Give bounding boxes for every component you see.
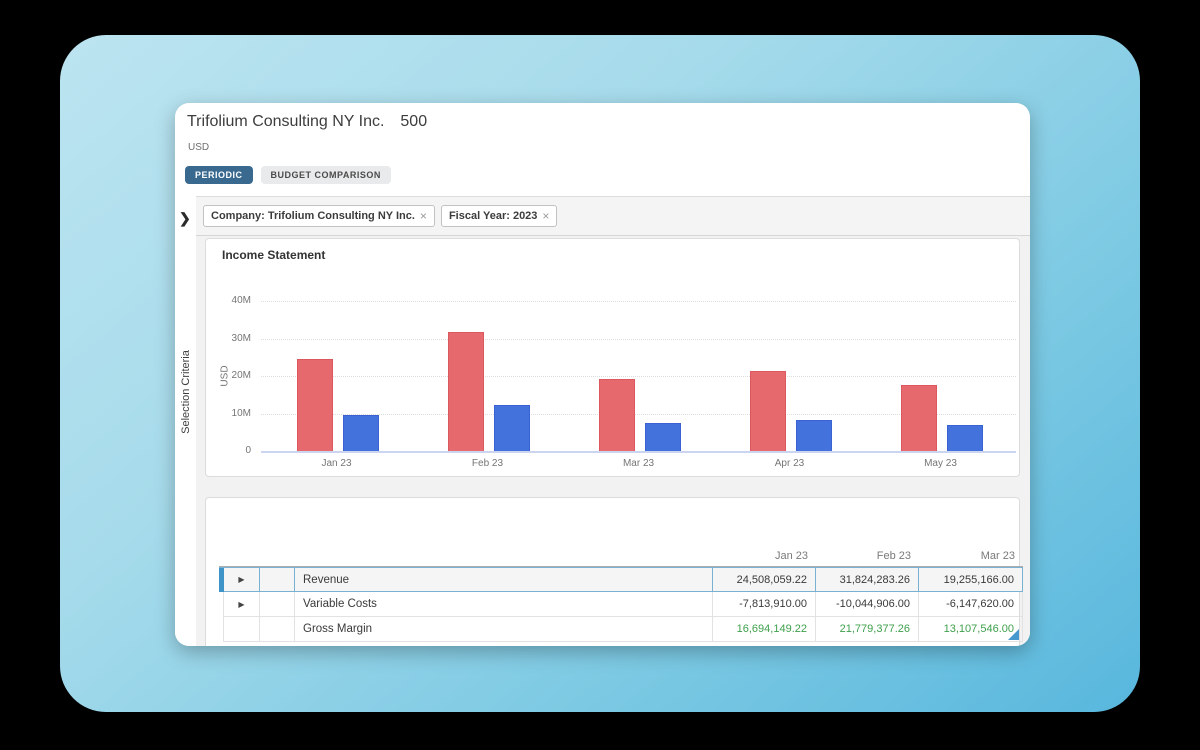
value-cell-jan-23: 16,694,149.22 [713, 617, 816, 642]
selection-criteria-sidebar: ❯ Selection Criteria [175, 196, 197, 646]
expand-row-button[interactable]: ▶ [224, 567, 260, 592]
x-axis-tick: Apr 23 [774, 458, 805, 469]
company-title: Trifolium Consulting NY Inc. [187, 113, 385, 130]
y-axis-tick: 40M [231, 295, 251, 306]
income-statement-table: Jan 23 Feb 23 Mar 23 ▶ Revenue 24,508,059.22… [219, 540, 1023, 642]
currency-label: USD [188, 142, 210, 153]
row-accent [219, 617, 224, 642]
row-accent [219, 592, 224, 617]
value-cell-mar-23: -6,147,620.00 [919, 592, 1023, 617]
remove-filter-icon[interactable]: × [542, 209, 550, 223]
value-cell-jan-23: -7,813,910.00 [713, 592, 816, 617]
tab-periodic[interactable]: PERIODIC [185, 166, 253, 184]
gridline [261, 376, 1016, 377]
filter-chip-label: Fiscal Year: 2023 [448, 210, 538, 222]
sidebar-label: Selection Criteria [180, 350, 192, 434]
y-axis-tick: 10M [231, 407, 251, 419]
expand-row-button[interactable]: ▶ [224, 592, 260, 617]
report-card: Trifolium Consulting NY Inc. 500 USD PERI… [175, 103, 1030, 646]
value-cell-feb-23: 31,824,283.26 [816, 567, 919, 592]
row-blank-cell [260, 617, 295, 642]
gridline [261, 301, 1016, 302]
chart-title: Income Statement [222, 248, 326, 262]
x-axis-tick: Jan 23 [321, 458, 352, 469]
bar-blue-mar-23[interactable] [644, 422, 681, 451]
value-cell-mar-23: 19,255,166.00 [919, 567, 1023, 592]
row-name-cell: Variable Costs [295, 592, 713, 617]
y-axis-tick: 30M [231, 332, 251, 344]
view-tabs: PERIODIC BUDGET COMPARISON [185, 166, 391, 184]
filter-chip-label: Company: Trifolium Consulting NY Inc. [211, 210, 415, 222]
expand-arrow-icon[interactable]: ▶ [238, 599, 245, 609]
expand-arrow-icon[interactable]: ▶ [238, 575, 245, 584]
row-blank-cell [260, 567, 295, 592]
value-cell-mar-23: 13,107,546.00 [919, 617, 1023, 642]
bar-blue-feb-23[interactable] [493, 405, 530, 451]
table-resize-handle-icon[interactable] [1008, 629, 1019, 640]
bar-red-mar-23[interactable] [598, 378, 635, 451]
table-row-gross-margin[interactable]: Gross Margin 16,694,149.22 21,779,377.26 13… [219, 617, 1023, 642]
value-cell-feb-23: -10,044,906.00 [816, 592, 919, 617]
income-statement-chart-panel: Income Statement USD 40M 30M 20M 10M 0 Jan 23… [205, 238, 1020, 477]
remove-filter-icon[interactable]: × [419, 209, 427, 223]
x-axis-tick: Mar 23 [622, 458, 655, 469]
chart-plot [261, 301, 1016, 453]
table-header-row: Jan 23 Feb 23 Mar 23 [219, 540, 1023, 566]
bar-red-feb-23[interactable] [447, 331, 484, 451]
row-name-cell: Gross Margin [295, 617, 713, 642]
bar-blue-jan-23[interactable] [342, 415, 379, 451]
bar-red-may-23[interactable] [900, 385, 937, 451]
bar-red-apr-23[interactable] [749, 371, 786, 451]
row-blank-cell [260, 592, 295, 617]
y-axis-tick: 0 [245, 445, 251, 456]
x-axis-tick: May 23 [924, 458, 957, 469]
tab-budget-comparison[interactable]: BUDGET COMPARISON [260, 166, 391, 184]
filter-chip-1[interactable]: Fiscal Year: 2023 × [440, 205, 558, 227]
gridline [261, 338, 1016, 340]
content-area: Income Statement USD 40M 30M 20M 10M 0 Jan 23… [196, 236, 1030, 646]
gridline [261, 413, 1016, 415]
y-axis-tick: 20M [231, 370, 251, 381]
value-cell-feb-23: 21,779,377.26 [816, 617, 919, 642]
x-axis-tick: Feb 23 [471, 458, 504, 469]
company-code: 500 [400, 113, 428, 130]
expand-row-button [224, 617, 260, 642]
table-row-variable-costs[interactable]: ▶ Variable Costs -7,813,910.00 -10,044,906.… [219, 592, 1023, 617]
column-header-mar-23: Mar 23 [980, 550, 1015, 562]
filter-chip-0[interactable]: Company: Trifolium Consulting NY Inc. × [203, 205, 435, 227]
income-statement-table-panel: Jan 23 Feb 23 Mar 23 ▶ Revenue 24,508,059.22… [205, 497, 1023, 646]
column-header-jan-23: Jan 23 [774, 550, 808, 562]
filter-bar: Company: Trifolium Consulting NY Inc. × Fi… [196, 196, 1030, 236]
bar-red-jan-23[interactable] [296, 359, 333, 451]
value-cell-jan-23: 24,508,059.22 [713, 567, 816, 592]
bar-blue-may-23[interactable] [946, 425, 983, 451]
bar-blue-apr-23[interactable] [795, 419, 832, 451]
page-title: Trifolium Consulting NY Inc. 500 [187, 113, 427, 131]
row-name-cell: Revenue [295, 567, 713, 592]
table-row-revenue[interactable]: ▶ Revenue 24,508,059.22 31,824,283.26 19,255… [219, 567, 1023, 592]
column-header-feb-23: Feb 23 [876, 550, 911, 562]
expand-sidebar-chevron-icon[interactable]: ❯ [179, 210, 191, 226]
selected-row-accent [219, 567, 224, 592]
table-rows: ▶ Revenue 24,508,059.22 31,824,283.26 19,255… [219, 566, 1023, 642]
